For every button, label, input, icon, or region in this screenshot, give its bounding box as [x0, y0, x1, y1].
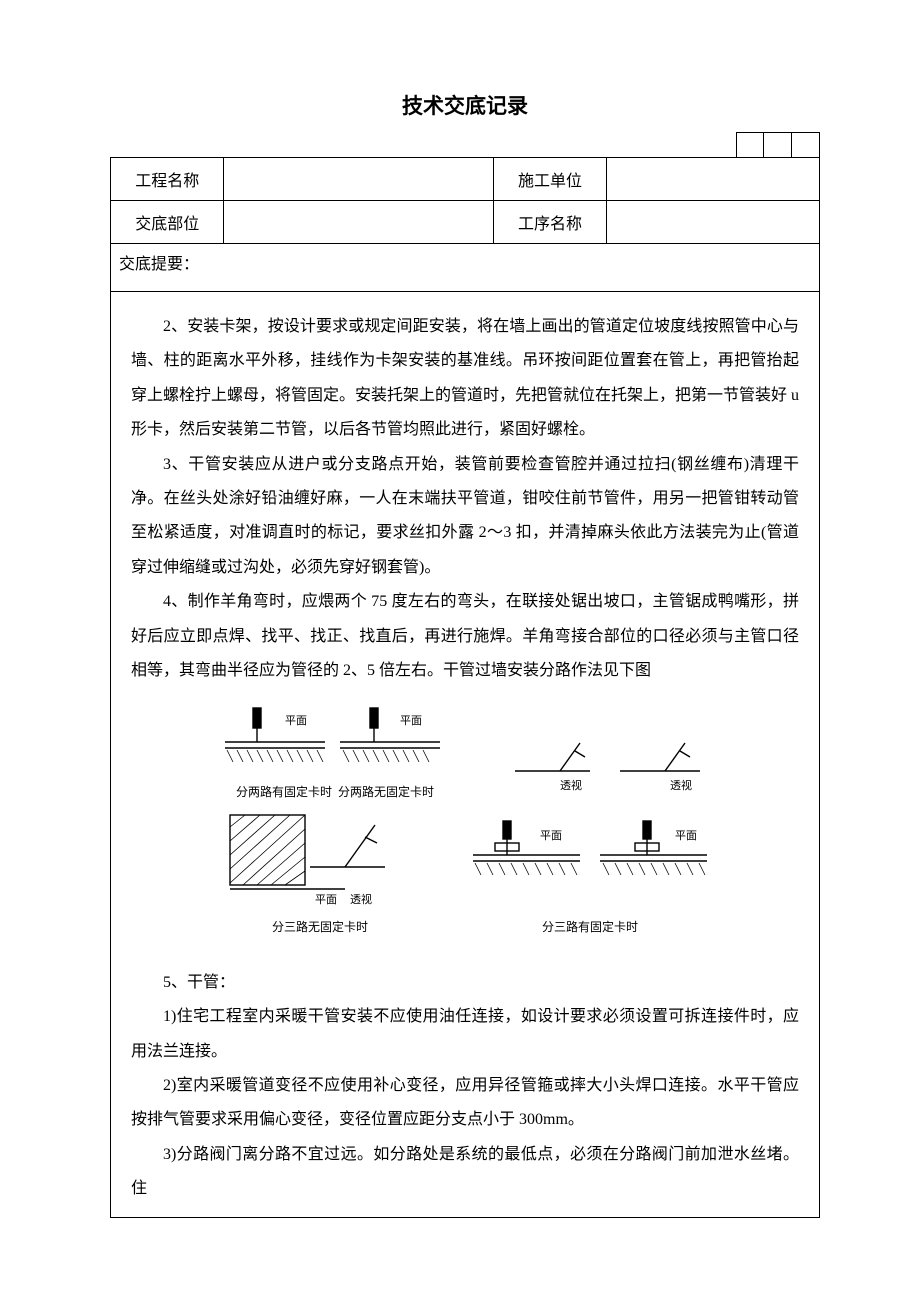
fig-cap-c: 分三路有固定卡时	[465, 919, 715, 936]
hdr-unit-label: 施工单位	[493, 158, 606, 201]
para-4: 4、制作羊角弯时，应煨两个 75 度左右的弯头，在联接处锯出坡口，主管锯成鸭嘴形…	[131, 585, 799, 688]
code-boxes	[110, 132, 820, 158]
hdr-project-value	[224, 158, 493, 201]
fig-label-persp: 透视	[670, 778, 692, 792]
hdr-part-label: 交底部位	[111, 201, 224, 244]
hdr-summary: 交底提要：	[111, 244, 820, 292]
doc-title: 技术交底记录	[110, 90, 820, 120]
fig-cap-a2: 分两路无固定卡时	[338, 785, 434, 799]
para-5: 5、干管：	[131, 966, 799, 1000]
hdr-unit-value	[607, 158, 820, 201]
fig-label-plan: 平面	[400, 715, 422, 727]
hdr-part-value	[224, 201, 493, 244]
header-table: 工程名称 施工单位 交底部位 工序名称 交底提要：	[110, 157, 820, 292]
para-5-2: 2)室内采暖管道变径不应使用补心变径，应用异径管箍或摔大小头焊口连接。水平干管应…	[131, 1069, 799, 1138]
fig-two-branch: 平面 平面 分两路有固定卡时 分两路无固定卡时	[215, 702, 455, 801]
para-3: 3、干管安装应从进户或分支路点开始，装管前要检查管腔并通过拉扫(钢丝缠布)清理干…	[131, 448, 799, 586]
fig-label-persp: 透视	[350, 892, 372, 906]
fig-three-no-clamp: 平面 透视 分三路无固定卡时	[215, 807, 425, 936]
hdr-process-label: 工序名称	[493, 201, 606, 244]
hdr-project-label: 工程名称	[111, 158, 224, 201]
para-5-1: 1)住宅工程室内采暖干管安装不应使用油任连接，如设计要求必须设置可拆连接件时，应…	[131, 1000, 799, 1069]
content-body: 2、安装卡架，按设计要求或规定间距安装，将在墙上画出的管道定位坡度线按照管中心与…	[110, 292, 820, 1218]
fig-cap-a1: 分两路有固定卡时	[236, 785, 332, 799]
fig-label-plan: 平面	[675, 830, 697, 842]
fig-three-with-clamp: 平面 平面 分三路有固定卡时	[465, 817, 715, 936]
para-5-3: 3)分路阀门离分路不宜过远。如分路处是系统的最低点，必须在分路阀门前加泄水丝堵。…	[131, 1138, 799, 1207]
hdr-process-value	[607, 201, 820, 244]
figure-group: 平面 平面 分两路有固定卡时 分两路无固定卡时	[215, 702, 715, 936]
fig-label-plan: 平面	[285, 715, 307, 727]
fig-two-branch-persp: 透视 透视	[505, 731, 715, 801]
fig-label-plan: 平面	[540, 830, 562, 842]
fig-label-plan: 平面	[315, 894, 337, 906]
para-2: 2、安装卡架，按设计要求或规定间距安装，将在墙上画出的管道定位坡度线按照管中心与…	[131, 310, 799, 448]
fig-cap-b: 分三路无固定卡时	[215, 919, 425, 936]
fig-label-persp: 透视	[560, 778, 582, 792]
